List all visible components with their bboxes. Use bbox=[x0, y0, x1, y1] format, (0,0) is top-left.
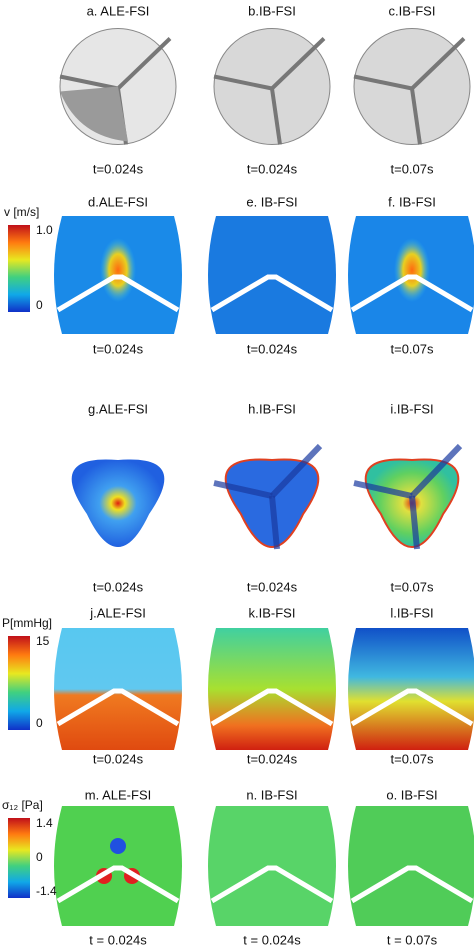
panel-label: c.IB-FSI bbox=[389, 3, 436, 18]
time-label: t=0.024s bbox=[93, 751, 144, 766]
jet-core bbox=[100, 238, 136, 302]
leaflet bbox=[56, 688, 180, 727]
leaflet bbox=[350, 688, 474, 727]
time-label: t = 0.024s bbox=[243, 932, 301, 947]
leaflet bbox=[410, 37, 466, 90]
leaflet-wake bbox=[409, 495, 420, 550]
leaflet bbox=[270, 88, 282, 145]
colorbar bbox=[8, 225, 30, 312]
panel-label: f. IB-FSI bbox=[388, 194, 436, 209]
panel-label: e. IB-FSI bbox=[246, 194, 297, 209]
colorbar-tick: 0 bbox=[36, 716, 43, 730]
panel-label: n. IB-FSI bbox=[246, 787, 297, 802]
leaflet-wake bbox=[353, 480, 413, 499]
panel-label: k.IB-FSI bbox=[249, 605, 296, 620]
time-label: t=0.024s bbox=[93, 161, 144, 176]
leaflet bbox=[56, 865, 180, 904]
time-label: t=0.024s bbox=[247, 751, 298, 766]
colorbar-tick: 1.4 bbox=[36, 816, 53, 830]
time-label: t=0.024s bbox=[93, 341, 144, 356]
panel-label: j.ALE-FSI bbox=[89, 605, 146, 620]
leaflet-wake bbox=[269, 443, 323, 499]
time-label: t = 0.024s bbox=[89, 932, 147, 947]
colorbar bbox=[8, 636, 30, 730]
panel-label: d.ALE-FSI bbox=[88, 194, 148, 209]
colorbar-tick: 1.0 bbox=[36, 223, 53, 237]
colorbar-title: σ₁₂ [Pa] bbox=[2, 798, 43, 812]
panel-label: o. IB-FSI bbox=[386, 787, 437, 802]
colorbar bbox=[8, 818, 30, 898]
leaflet-shade bbox=[60, 86, 128, 142]
leaflet bbox=[270, 37, 326, 90]
colorbar-tick: 15 bbox=[36, 634, 50, 648]
time-label: t = 0.07s bbox=[387, 932, 438, 947]
colorbar-title: v [m/s] bbox=[4, 205, 39, 219]
leaflet bbox=[56, 274, 180, 313]
leaflet-wake bbox=[409, 443, 463, 499]
leaflet bbox=[353, 74, 413, 91]
panel-label: h.IB-FSI bbox=[248, 401, 296, 416]
jet-core bbox=[394, 238, 430, 302]
time-label: t=0.024s bbox=[93, 579, 144, 594]
leaflet bbox=[350, 274, 474, 313]
leaflet bbox=[350, 865, 474, 904]
colorbar-tick: 0 bbox=[36, 298, 43, 312]
leaflet-wake bbox=[213, 480, 273, 499]
leaflet bbox=[410, 88, 422, 145]
panel-label: m. ALE-FSI bbox=[85, 787, 151, 802]
time-label: t=0.07s bbox=[390, 579, 434, 594]
time-label: t=0.024s bbox=[247, 579, 298, 594]
time-label: t=0.07s bbox=[390, 341, 434, 356]
panel-label: i.IB-FSI bbox=[390, 401, 433, 416]
leaflet bbox=[210, 688, 334, 727]
leaflet bbox=[59, 74, 119, 91]
colorbar-tick: 0 bbox=[36, 850, 43, 864]
leaflet-wake bbox=[269, 495, 280, 550]
leaflet bbox=[213, 74, 273, 91]
panel-label: a. ALE-FSI bbox=[87, 3, 150, 18]
colorbar-title: P[mmHg] bbox=[2, 616, 52, 630]
flow-map bbox=[71, 459, 165, 548]
leaflet bbox=[210, 865, 334, 904]
time-label: t=0.024s bbox=[247, 341, 298, 356]
time-label: t=0.07s bbox=[390, 751, 434, 766]
panel-label: g.ALE-FSI bbox=[88, 401, 148, 416]
panel-label: b.IB-FSI bbox=[248, 3, 296, 18]
leaflet bbox=[116, 37, 172, 90]
leaflet bbox=[210, 274, 334, 313]
time-label: t=0.07s bbox=[390, 161, 434, 176]
stress-spot bbox=[110, 838, 126, 854]
time-label: t=0.024s bbox=[247, 161, 298, 176]
colorbar-tick: -1.4 bbox=[36, 884, 57, 898]
panel-label: l.IB-FSI bbox=[390, 605, 433, 620]
